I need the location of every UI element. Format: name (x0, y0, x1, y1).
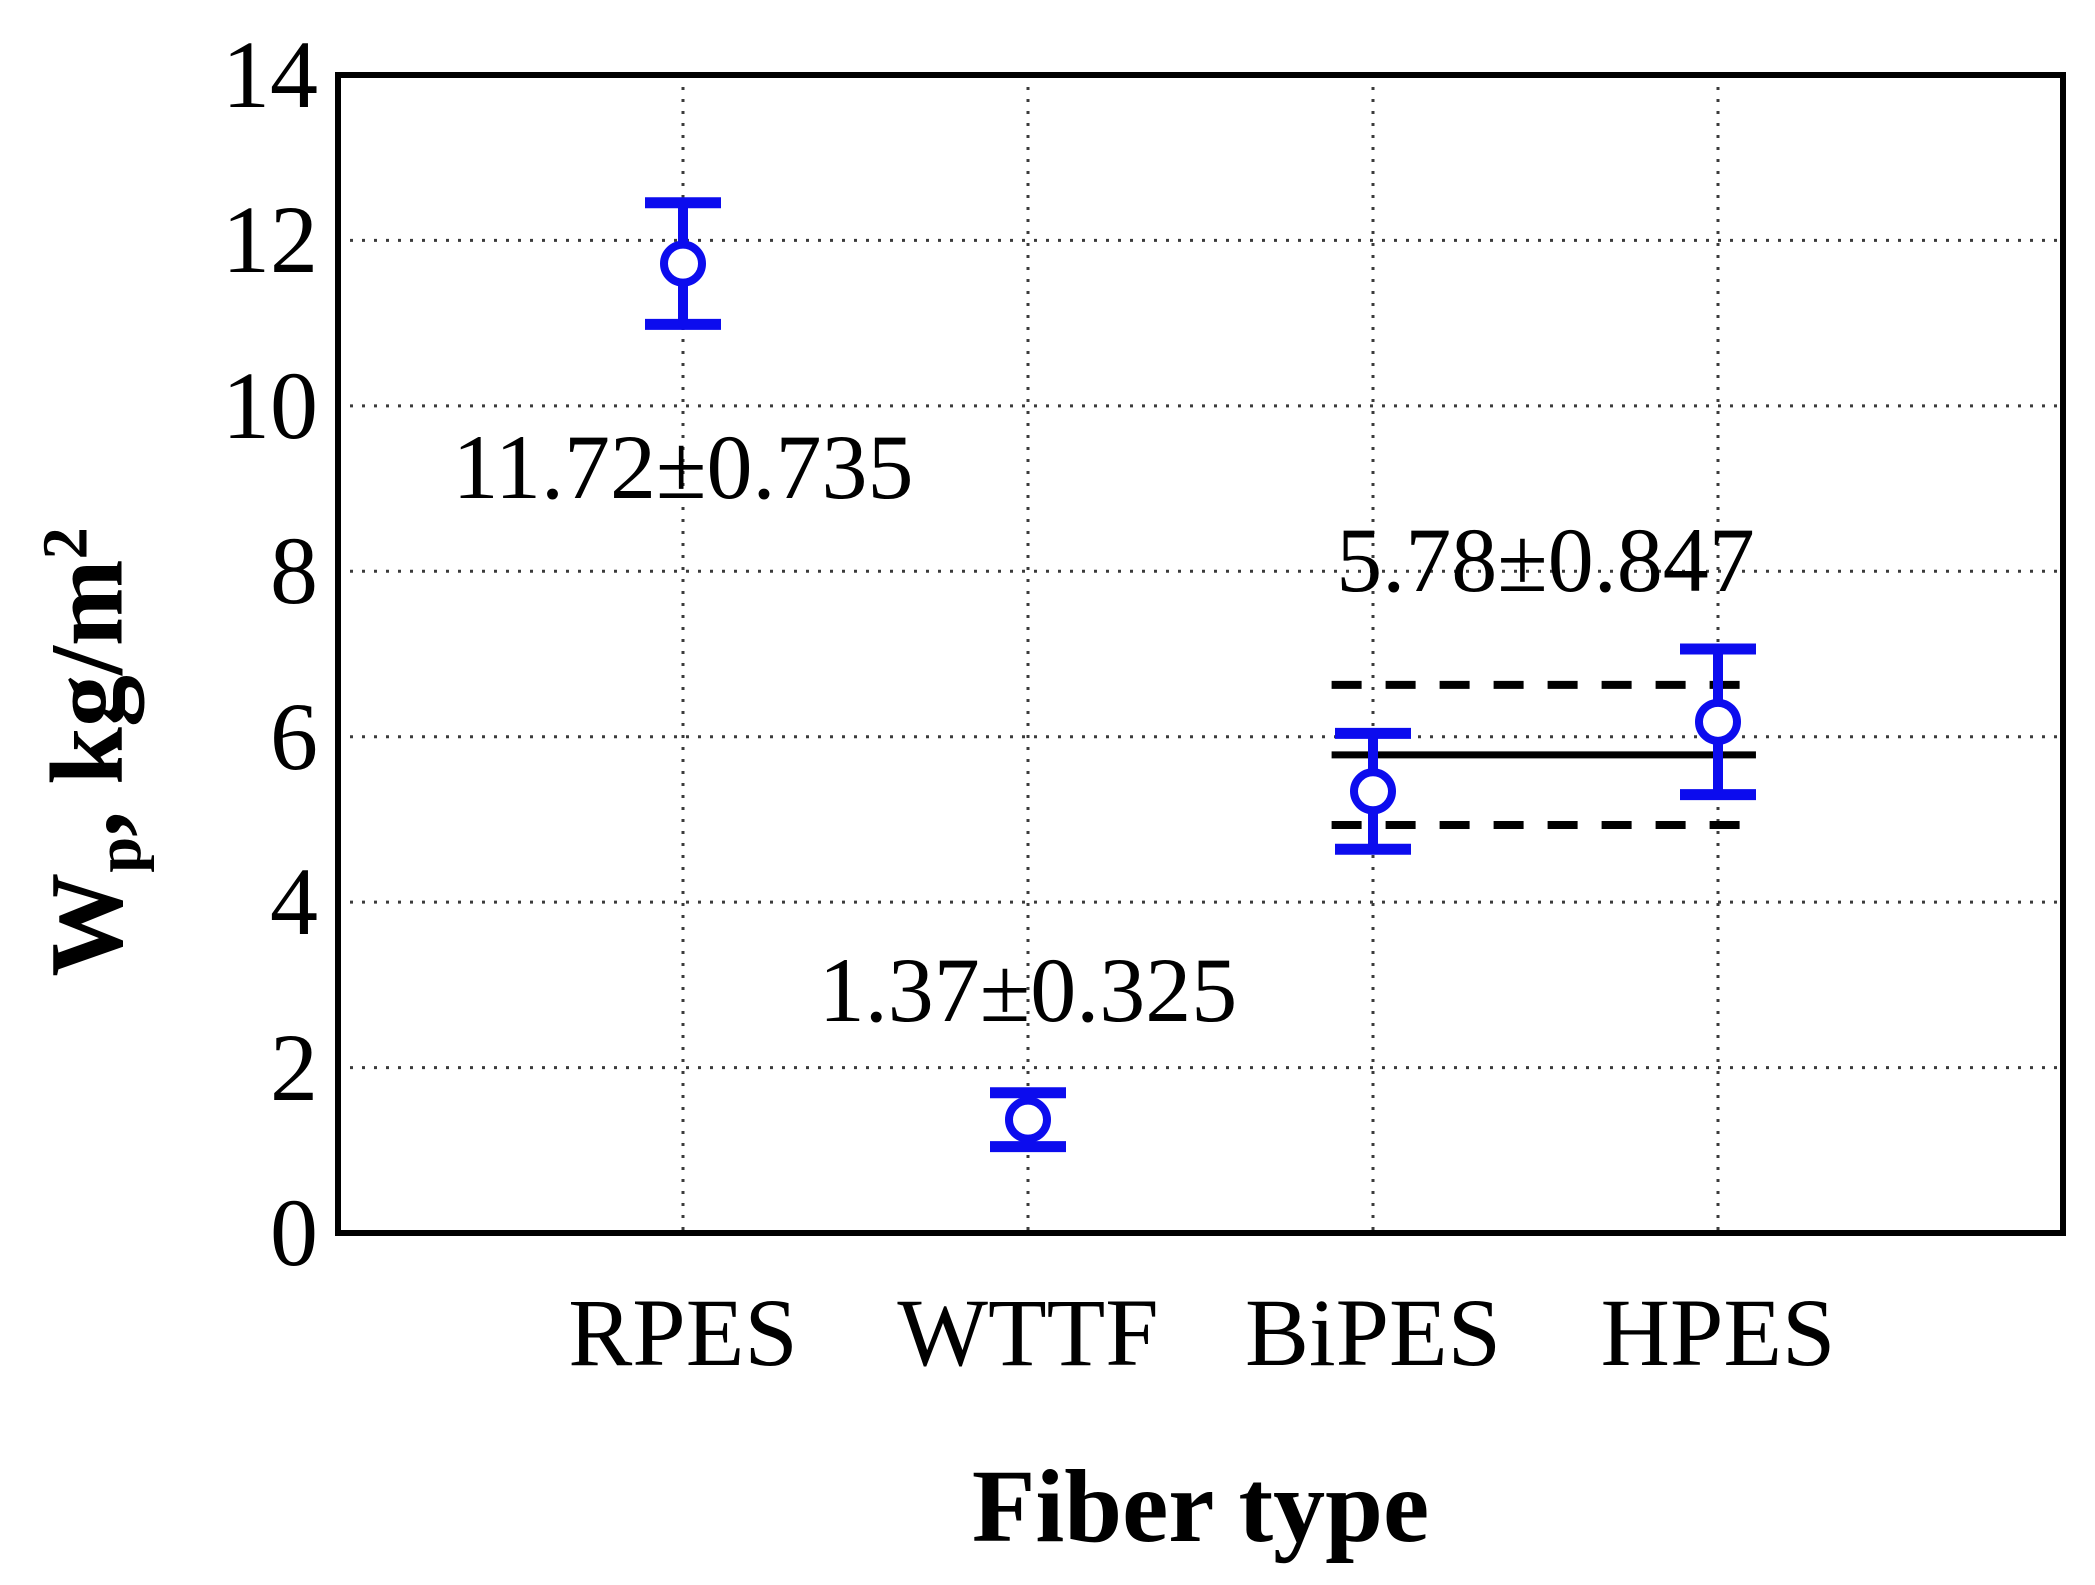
y-tick-label: 12 (222, 186, 318, 294)
y-axis-title-superscript: 2 (29, 527, 101, 560)
data-point-marker (1350, 768, 1396, 815)
y-tick-label: 0 (270, 1179, 318, 1286)
y-tick-label: 6 (270, 682, 318, 790)
x-axis-title: Fiber type (971, 1449, 1430, 1564)
y-tick-label: 2 (270, 1013, 318, 1121)
x-tick-label: HPES (1600, 1279, 1836, 1386)
data-point-marker (1005, 1096, 1051, 1143)
y-tick-label: 8 (270, 517, 318, 625)
data-point-marker (1695, 698, 1741, 745)
data-point-marker (660, 240, 706, 287)
y-axis-title-units: , kg/m (29, 559, 145, 837)
y-axis-title-symbol: W (29, 872, 145, 977)
annotation: 1.37±0.325 (818, 938, 1238, 1041)
annotation: 11.72±0.735 (452, 416, 914, 519)
y-tick-label: 14 (222, 21, 318, 128)
x-tick-label: WTTF (897, 1279, 1159, 1386)
y-axis-title: Wp, kg/m2 (10, 527, 174, 976)
x-tick-label: RPES (568, 1279, 798, 1386)
plot-border (335, 72, 2066, 1236)
y-tick-label: 10 (222, 351, 318, 459)
y-axis-title-subscript: p (82, 836, 154, 873)
annotation: 5.78±0.847 (1336, 508, 1755, 611)
y-tick-label: 4 (270, 848, 318, 956)
x-tick-label: BiPES (1244, 1279, 1502, 1386)
